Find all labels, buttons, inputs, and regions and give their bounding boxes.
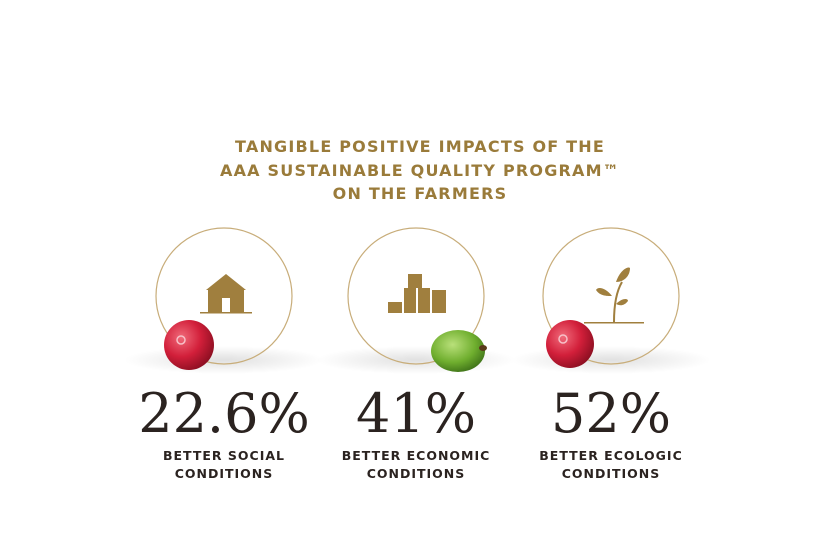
- stat-value: 52%: [551, 382, 671, 445]
- stat-label: CONDITIONS: [367, 466, 466, 481]
- icons: [200, 267, 644, 324]
- stat-label: BETTER SOCIAL: [163, 448, 285, 463]
- stat-label: CONDITIONS: [175, 466, 274, 481]
- title-line: TANGIBLE POSITIVE IMPACTS OF THE: [235, 137, 605, 156]
- stat-label: CONDITIONS: [562, 466, 661, 481]
- title-line: ON THE FARMERS: [333, 184, 508, 203]
- stat-value: 41%: [356, 382, 476, 445]
- title-line: AAA SUSTAINABLE QUALITY PROGRAM™: [220, 161, 620, 180]
- stats: 22.6% 41% 52% BETTER SOCIAL CONDITIONS B…: [138, 382, 683, 481]
- stat-value: 22.6%: [138, 382, 310, 445]
- stat-label: BETTER ECOLOGIC: [539, 448, 683, 463]
- title: TANGIBLE POSITIVE IMPACTS OF THE AAA SUS…: [220, 137, 620, 203]
- stat-label: BETTER ECONOMIC: [342, 448, 491, 463]
- berries: [164, 320, 594, 372]
